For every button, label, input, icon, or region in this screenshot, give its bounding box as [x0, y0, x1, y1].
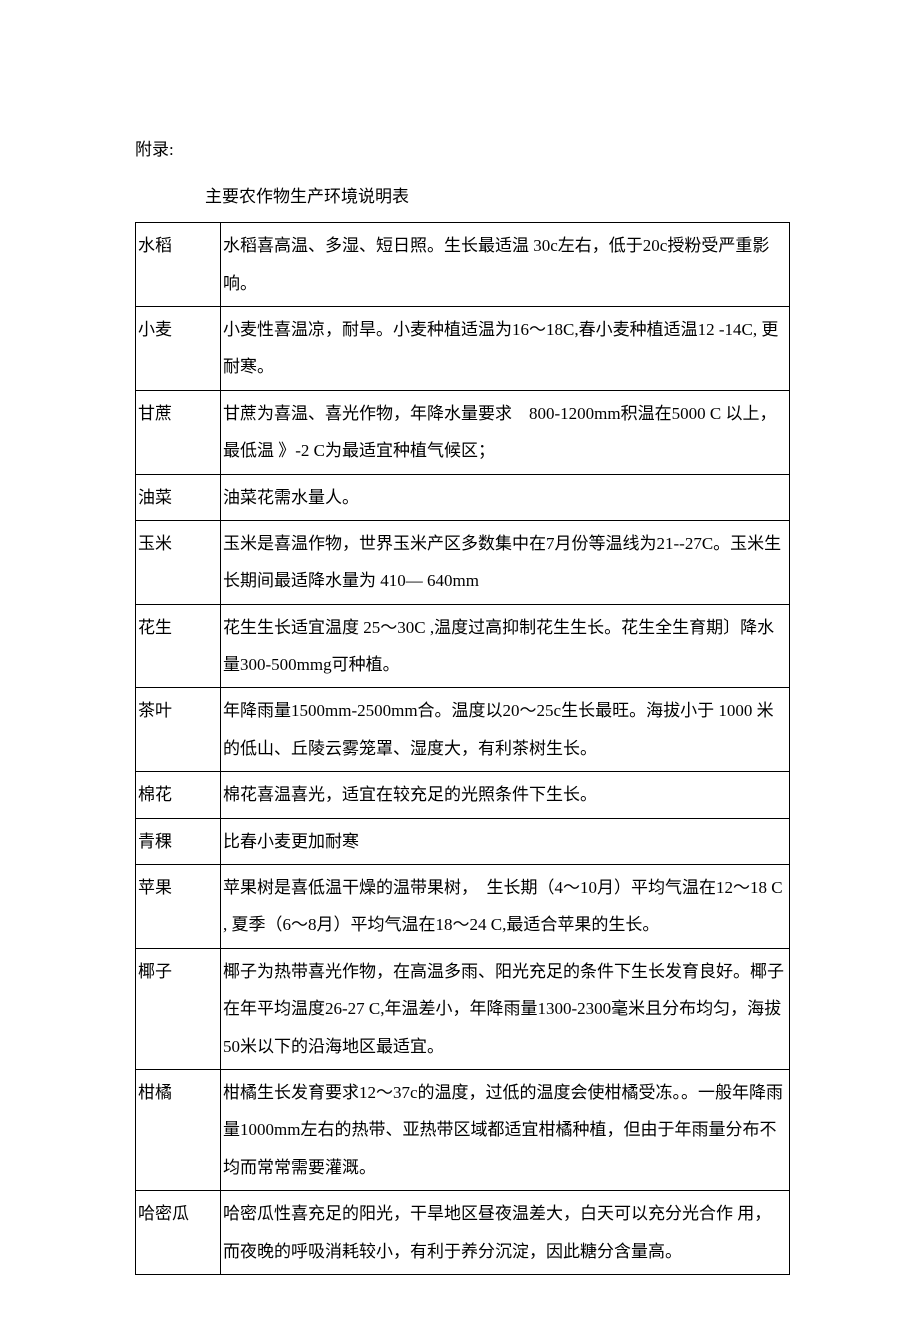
crop-name-cell: 青稞	[136, 818, 221, 864]
document-page: 附录: 主要农作物生产环境说明表 水稻水稻喜高温、多湿、短日照。生长最适温 30…	[0, 0, 920, 1335]
table-title: 主要农作物生产环境说明表	[135, 177, 790, 216]
table-row: 苹果苹果树是喜低温干燥的温带果树， 生长期（4〜10月）平均气温在12〜18 C…	[136, 865, 790, 949]
crop-name-cell: 花生	[136, 604, 221, 688]
table-row: 茶叶年降雨量1500mm-2500mm合。温度以20〜25c生长最旺。海拔小于 …	[136, 688, 790, 772]
crop-desc-cell: 比春小麦更加耐寒	[221, 818, 790, 864]
crop-desc-cell: 苹果树是喜低温干燥的温带果树， 生长期（4〜10月）平均气温在12〜18 C ,…	[221, 865, 790, 949]
table-row: 玉米玉米是喜温作物，世界玉米产区多数集中在7月份等温线为21--27C。玉米生长…	[136, 520, 790, 604]
crop-name-cell: 茶叶	[136, 688, 221, 772]
crop-desc-cell: 小麦性喜温凉，耐旱。小麦种植适温为16〜18C,春小麦种植适温12 -14C, …	[221, 306, 790, 390]
crop-name-cell: 哈密瓜	[136, 1191, 221, 1275]
crop-desc-cell: 年降雨量1500mm-2500mm合。温度以20〜25c生长最旺。海拔小于 10…	[221, 688, 790, 772]
table-row: 甘蔗甘蔗为喜温、喜光作物，年降水量要求 800-1200mm积温在5000 C …	[136, 390, 790, 474]
crop-name-cell: 椰子	[136, 948, 221, 1069]
crop-desc-cell: 油菜花需水量人。	[221, 474, 790, 520]
table-row: 哈密瓜哈密瓜性喜充足的阳光，干旱地区昼夜温差大，白天可以充分光合作 用，而夜晚的…	[136, 1191, 790, 1275]
crop-name-cell: 柑橘	[136, 1070, 221, 1191]
appendix-label: 附录:	[135, 130, 790, 169]
crop-desc-cell: 花生生长适宜温度 25〜30C ,温度过高抑制花生生长。花生全生育期〕降水量30…	[221, 604, 790, 688]
table-row: 油菜油菜花需水量人。	[136, 474, 790, 520]
table-row: 柑橘柑橘生长发育要求12〜37c的温度，过低的温度会使柑橘受冻。。一般年降雨量1…	[136, 1070, 790, 1191]
crop-desc-cell: 甘蔗为喜温、喜光作物，年降水量要求 800-1200mm积温在5000 C 以上…	[221, 390, 790, 474]
crop-desc-cell: 棉花喜温喜光，适宜在较充足的光照条件下生长。	[221, 772, 790, 818]
table-row: 青稞比春小麦更加耐寒	[136, 818, 790, 864]
crops-table: 水稻水稻喜高温、多湿、短日照。生长最适温 30c左右，低于20c授粉受严重影响。…	[135, 222, 790, 1275]
crop-desc-cell: 椰子为热带喜光作物，在高温多雨、阳光充足的条件下生长发育良好。椰子在年平均温度2…	[221, 948, 790, 1069]
crop-desc-cell: 玉米是喜温作物，世界玉米产区多数集中在7月份等温线为21--27C。玉米生长期间…	[221, 520, 790, 604]
crop-name-cell: 水稻	[136, 223, 221, 307]
crop-name-cell: 油菜	[136, 474, 221, 520]
table-row: 棉花棉花喜温喜光，适宜在较充足的光照条件下生长。	[136, 772, 790, 818]
crop-desc-cell: 哈密瓜性喜充足的阳光，干旱地区昼夜温差大，白天可以充分光合作 用，而夜晚的呼吸消…	[221, 1191, 790, 1275]
crop-name-cell: 玉米	[136, 520, 221, 604]
table-row: 椰子椰子为热带喜光作物，在高温多雨、阳光充足的条件下生长发育良好。椰子在年平均温…	[136, 948, 790, 1069]
table-row: 小麦小麦性喜温凉，耐旱。小麦种植适温为16〜18C,春小麦种植适温12 -14C…	[136, 306, 790, 390]
crop-name-cell: 甘蔗	[136, 390, 221, 474]
crop-name-cell: 苹果	[136, 865, 221, 949]
crop-desc-cell: 水稻喜高温、多湿、短日照。生长最适温 30c左右，低于20c授粉受严重影响。	[221, 223, 790, 307]
table-row: 水稻水稻喜高温、多湿、短日照。生长最适温 30c左右，低于20c授粉受严重影响。	[136, 223, 790, 307]
table-row: 花生花生生长适宜温度 25〜30C ,温度过高抑制花生生长。花生全生育期〕降水量…	[136, 604, 790, 688]
crop-name-cell: 棉花	[136, 772, 221, 818]
crop-name-cell: 小麦	[136, 306, 221, 390]
crop-desc-cell: 柑橘生长发育要求12〜37c的温度，过低的温度会使柑橘受冻。。一般年降雨量100…	[221, 1070, 790, 1191]
